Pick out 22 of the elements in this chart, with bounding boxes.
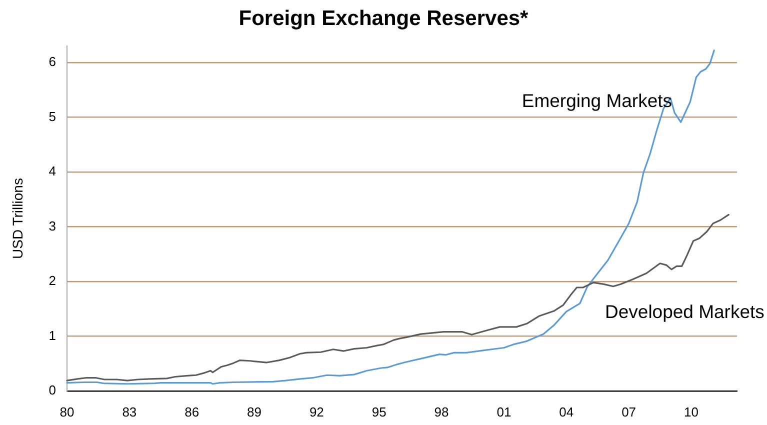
series-label: Emerging Markets bbox=[522, 90, 672, 112]
y-tick-label: 3 bbox=[48, 218, 56, 234]
y-tick-label: 2 bbox=[48, 273, 56, 288]
chart-title: Foreign Exchange Reserves* bbox=[238, 6, 530, 30]
x-tick-label: 04 bbox=[559, 404, 574, 420]
y-tick-label: 1 bbox=[48, 328, 56, 343]
x-tick-label: 01 bbox=[496, 404, 512, 420]
x-tick-label: 83 bbox=[122, 404, 137, 420]
series-label: Developed Markets bbox=[605, 301, 764, 322]
y-tick-label: 4 bbox=[48, 164, 56, 179]
x-tick-label: 80 bbox=[60, 404, 74, 420]
x-tick-label: 98 bbox=[434, 404, 449, 420]
x-tick-label: 07 bbox=[622, 404, 636, 420]
y-tick-label: 6 bbox=[48, 54, 56, 70]
y-axis-title: USD Trillions bbox=[9, 178, 26, 259]
y-tick-label: 5 bbox=[48, 108, 56, 124]
x-tick-label: 89 bbox=[247, 404, 262, 420]
x-tick-label: 92 bbox=[309, 404, 324, 420]
x-tick-label: 86 bbox=[184, 404, 200, 420]
y-tick-label: 0 bbox=[48, 382, 56, 398]
x-tick-label: 10 bbox=[684, 404, 698, 420]
x-tick-label: 95 bbox=[372, 404, 386, 420]
